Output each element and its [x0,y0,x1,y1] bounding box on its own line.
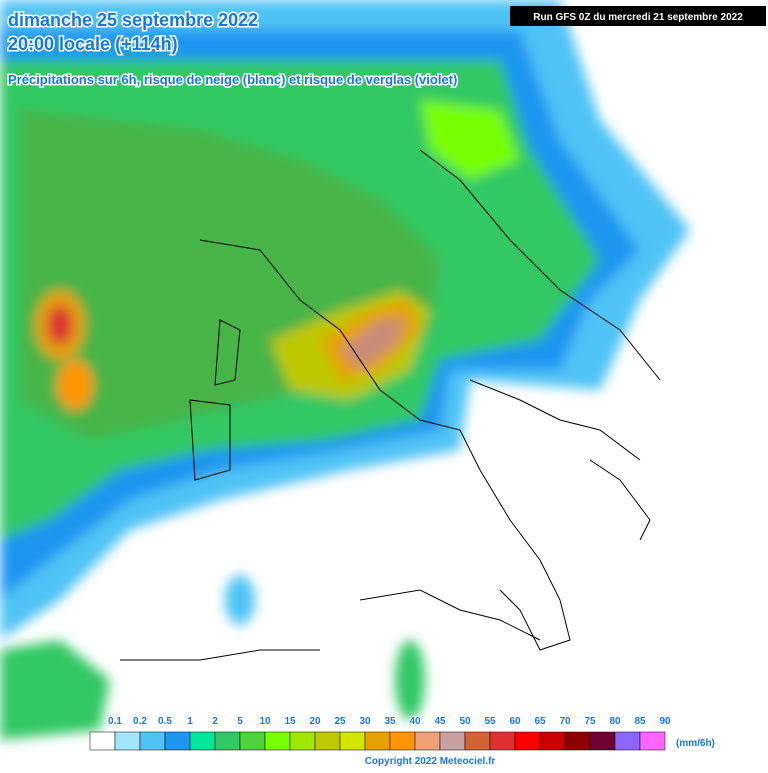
legend-swatch [539,731,566,751]
legend-label: 30 [359,716,371,727]
copyright: Copyright 2022 Meteociel.fr [365,756,496,767]
legend-label: 5 [237,716,243,727]
legend-label: 35 [384,716,396,727]
legend-swatch [364,731,391,751]
coastlines [120,149,661,661]
legend-label: 1 [187,716,193,727]
legend-swatch [339,731,366,751]
legend-label: 0.2 [133,716,147,727]
legend-swatch [114,731,141,751]
legend-swatch [139,731,166,751]
legend-label: 75 [584,716,596,727]
legend-label: 65 [534,716,546,727]
run-info: Run GFS 0Z du mercredi 21 septembre 2022 [533,12,743,23]
legend-unit: (mm/6h) [676,738,715,749]
legend-swatch [614,731,641,751]
legend-label: 0.5 [158,716,172,727]
legend-swatch [239,731,266,751]
title-time: 20:00 locale (+114h) [8,34,178,54]
legend-swatch [214,731,241,751]
legend-swatch [264,731,291,751]
legend-swatch [639,731,666,751]
legend-label: 40 [409,716,421,727]
legend-swatch [414,731,441,751]
legend-label: 90 [659,716,671,727]
title-date: dimanche 25 septembre 2022 [8,10,258,30]
legend-swatch [564,731,591,751]
legend-swatch [314,731,341,751]
legend-swatch [489,731,516,751]
legend-swatch [589,731,616,751]
legend-swatch [389,731,416,751]
legend-label: 20 [309,716,321,727]
subtitle: Précipitations sur 6h, risque de neige (… [8,72,457,87]
legend-label: 60 [509,716,521,727]
legend-swatch [89,731,116,751]
legend-swatch [289,731,316,751]
legend-label: 80 [609,716,621,727]
legend: 0.1 0.2 0.5 1 2 5 10 15 20 25 30 35 40 45 50 55 60 65 70 75… [89,715,672,751]
legend-label: 70 [559,716,571,727]
legend-label: 10 [259,716,271,727]
legend-label: 25 [334,716,346,727]
legend-label: 85 [634,716,646,727]
legend-swatch [439,731,466,751]
legend-label: 45 [434,716,446,727]
legend-label: 50 [459,716,471,727]
legend-label: 55 [484,716,496,727]
legend-label: 15 [284,716,296,727]
legend-swatch [164,731,191,751]
legend-label: 2 [212,716,218,727]
legend-swatch [189,731,216,751]
legend-swatch [514,731,541,751]
legend-label: 0.1 [108,716,122,727]
run-box [510,6,766,26]
legend-swatch [464,731,491,751]
